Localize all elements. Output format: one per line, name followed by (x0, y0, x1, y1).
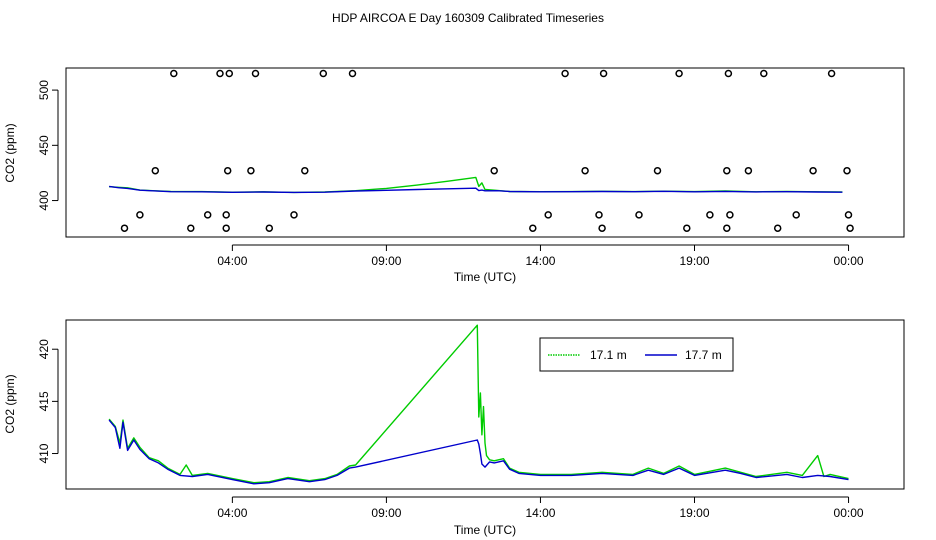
calibration-point (290, 211, 298, 219)
calibration-point (529, 224, 537, 232)
calibration-point (683, 224, 691, 232)
bottom-y-tick-label: 420 (37, 339, 51, 359)
calibration-point (187, 224, 195, 232)
calibration-point (120, 224, 129, 232)
calibration-point (846, 224, 854, 232)
bottom-series-line-17-1-m (108, 324, 849, 484)
top-series-line-17-1-m (109, 176, 843, 194)
bottom-x-tick-label: 04:00 (217, 506, 247, 520)
calibration-point (726, 211, 734, 219)
top-x-axis-label: Time (UTC) (454, 270, 516, 284)
legend: 17.1 m 17.7 m (539, 337, 734, 372)
calibration-point (792, 211, 800, 219)
calibration-point (595, 211, 603, 219)
calibration-point (827, 69, 836, 78)
top-x-tick-label: 14:00 (525, 254, 555, 268)
calibration-point (247, 166, 255, 175)
calibration-point (843, 166, 851, 175)
chart-title: HDP AIRCOA E Day 160309 Calibrated Times… (332, 11, 604, 25)
legend-label-17-1m: 17.1 m (590, 348, 627, 362)
bottom-x-tick-label: 14:00 (525, 506, 555, 520)
top-y-tick-label: 450 (37, 135, 51, 155)
calibration-point (544, 211, 552, 219)
calibration-point (561, 69, 569, 78)
bottom-series-line-17-7-m (108, 419, 849, 485)
bottom-y-axis: 410 415 420 (37, 339, 59, 464)
calibration-point (348, 69, 357, 78)
top-panel: 04:00 09:00 14:00 19:00 00:00 400 450 500 Time… (3, 67, 905, 284)
calibration-point (222, 224, 230, 232)
top-x-tick-label: 19:00 (679, 254, 709, 268)
bottom-y-axis-label: CO2 (ppm) (3, 374, 17, 433)
top-x-tick-label: 04:00 (217, 254, 247, 268)
calibration-point (706, 211, 714, 219)
bottom-x-tick-label: 19:00 (679, 506, 709, 520)
top-x-tick-label: 09:00 (371, 254, 401, 268)
calibration-point (599, 69, 608, 78)
calibration-point (222, 211, 230, 219)
top-plot-frame (65, 67, 905, 238)
calibration-point (223, 166, 232, 175)
calibration-point (724, 69, 733, 78)
calibration-point (653, 166, 662, 175)
bottom-x-axis: 04:00 09:00 14:00 19:00 00:00 (217, 496, 864, 520)
top-series-line-17-7-m (109, 185, 843, 194)
top-x-tick-label: 00:00 (834, 254, 864, 268)
top-y-tick-label: 500 (37, 80, 51, 100)
calibration-point (844, 211, 853, 219)
bottom-y-tick-label: 415 (37, 391, 51, 411)
calibration-point (723, 224, 731, 232)
bottom-plot-frame (65, 319, 905, 490)
calibration-point (301, 166, 309, 175)
top-series-layer (109, 176, 843, 194)
top-y-tick-label: 400 (37, 190, 51, 210)
calibration-point (225, 69, 234, 78)
top-points-layer (120, 69, 854, 232)
bottom-panel: 04:00 09:00 14:00 19:00 00:00 410 415 420 Time… (3, 319, 905, 537)
bottom-series-layer (108, 324, 849, 485)
calibration-point (581, 166, 589, 175)
calibration-point (635, 211, 643, 219)
top-y-axis-label: CO2 (ppm) (3, 123, 17, 182)
calibration-point (773, 224, 782, 232)
calibration-point (723, 166, 731, 175)
calibration-point (251, 69, 260, 78)
calibration-point (265, 224, 274, 232)
calibration-point (598, 224, 606, 232)
bottom-x-tick-label: 00:00 (834, 506, 864, 520)
calibration-point (490, 166, 498, 175)
calibration-point (216, 69, 224, 78)
calibration-point (675, 69, 683, 78)
calibration-point (151, 166, 160, 175)
calibration-point (760, 69, 768, 78)
calibration-point (319, 69, 328, 78)
legend-label-17-7m: 17.7 m (685, 348, 722, 362)
bottom-x-tick-label: 09:00 (371, 506, 401, 520)
calibration-point (170, 69, 178, 78)
bottom-x-axis-label: Time (UTC) (454, 523, 516, 537)
bottom-y-tick-label: 410 (37, 443, 51, 463)
calibration-point (203, 211, 212, 219)
legend-box (539, 337, 734, 372)
calibration-point (809, 166, 817, 175)
calibration-point (744, 166, 753, 175)
calibration-point (136, 211, 144, 219)
top-y-axis: 400 450 500 (37, 80, 59, 211)
top-x-axis: 04:00 09:00 14:00 19:00 00:00 (217, 244, 864, 268)
